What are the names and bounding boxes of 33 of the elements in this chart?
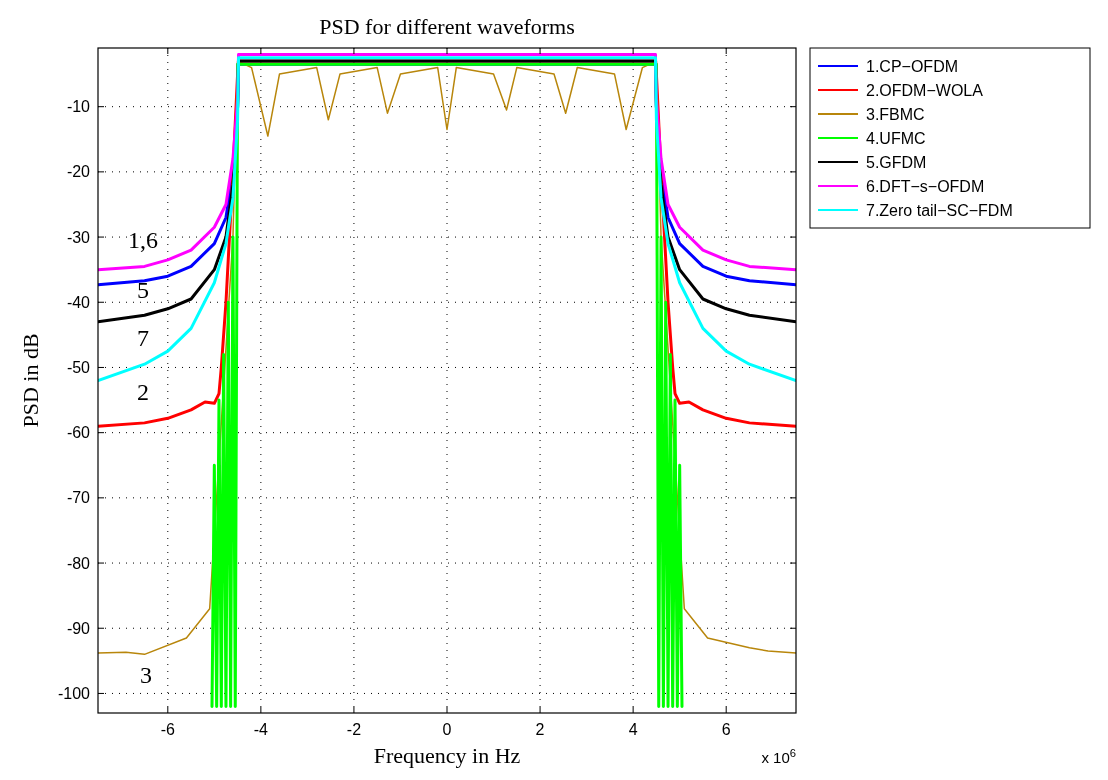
annotation: 3 xyxy=(140,662,152,688)
y-axis-title: PSD in dB xyxy=(18,333,43,428)
y-tick-label: -70 xyxy=(66,489,91,507)
y-tick-label: -10 xyxy=(66,98,91,116)
legend-label: 4.UFMC xyxy=(866,129,926,147)
annotation: 2 xyxy=(137,379,149,405)
y-tick-label: -30 xyxy=(66,228,91,246)
y-tick-label: -60 xyxy=(66,424,91,442)
annotation: 7 xyxy=(137,325,149,351)
annotation: 5 xyxy=(137,277,149,303)
legend-label: 6.DFT−s−OFDM xyxy=(866,177,985,195)
y-tick-label: -90 xyxy=(66,619,91,637)
x-tick-label: 6 xyxy=(721,721,731,738)
legend-label: 7.Zero tail−SC−FDM xyxy=(866,201,1013,219)
x-tick-label: -6 xyxy=(160,721,176,738)
legend-label: 5.GFDM xyxy=(866,153,927,171)
legend-label: 2.OFDM−WOLA xyxy=(866,81,984,99)
x-axis-title: Frequency in Hz xyxy=(373,743,521,768)
y-tick-label: -40 xyxy=(66,293,91,311)
y-tick-label: -50 xyxy=(66,359,91,377)
chart-title: PSD for different waveforms xyxy=(319,14,575,39)
legend-label: 3.FBMC xyxy=(866,105,925,123)
x-tick-label: 4 xyxy=(628,721,638,738)
x-tick-label: 0 xyxy=(442,721,452,738)
y-tick-label: -20 xyxy=(66,163,91,181)
legend-label: 1.CP−OFDM xyxy=(866,57,959,75)
x-tick-label: -4 xyxy=(253,721,269,738)
x-tick-label: 2 xyxy=(535,721,545,738)
text: x 10$^{6}$ xyxy=(761,747,796,766)
y-tick-label: -100 xyxy=(57,685,91,703)
annotation: 1,6 xyxy=(128,227,158,253)
x-tick-label: -2 xyxy=(346,721,362,738)
y-tick-label: -80 xyxy=(66,554,91,572)
